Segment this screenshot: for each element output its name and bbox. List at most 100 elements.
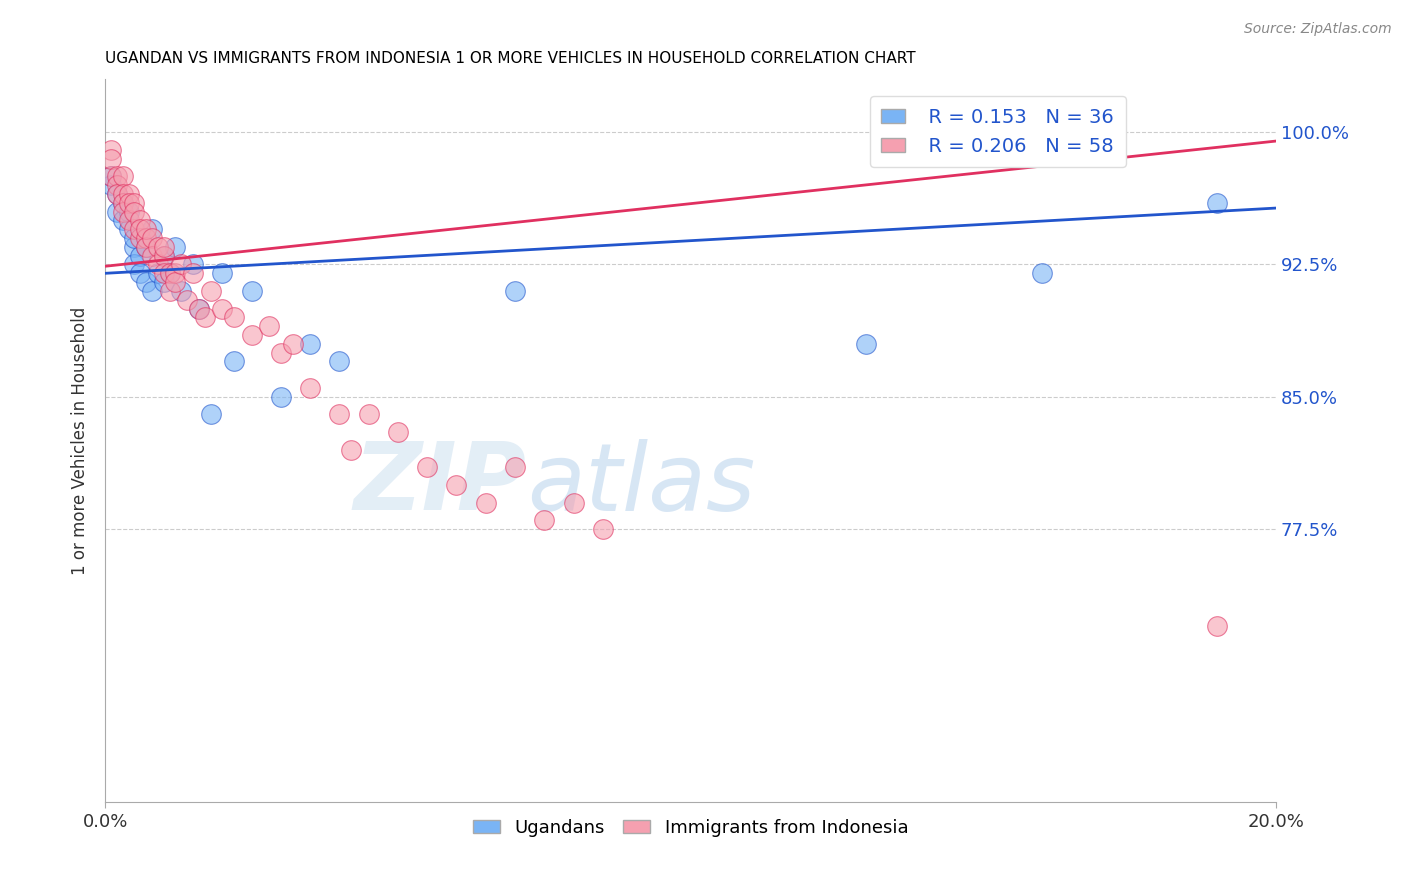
Point xyxy=(124,222,146,236)
Point xyxy=(159,284,181,298)
Point xyxy=(117,204,139,219)
Point xyxy=(146,240,169,254)
Point xyxy=(105,178,128,193)
Point xyxy=(1206,619,1229,633)
Point xyxy=(187,301,209,316)
Point xyxy=(111,195,134,210)
Point xyxy=(416,460,439,475)
Point xyxy=(111,169,134,184)
Point xyxy=(124,195,146,210)
Point xyxy=(446,478,468,492)
Point xyxy=(105,169,128,184)
Point xyxy=(105,204,128,219)
Point xyxy=(124,231,146,245)
Point xyxy=(117,186,139,201)
Point xyxy=(1206,195,1229,210)
Point xyxy=(181,258,204,272)
Point xyxy=(165,266,187,280)
Point xyxy=(240,284,263,298)
Point xyxy=(170,258,193,272)
Point xyxy=(240,328,263,343)
Point xyxy=(111,186,134,201)
Point xyxy=(474,495,496,509)
Point xyxy=(135,240,157,254)
Point xyxy=(165,275,187,289)
Point xyxy=(111,195,134,210)
Point xyxy=(105,186,128,201)
Point xyxy=(141,222,163,236)
Point xyxy=(152,240,174,254)
Point xyxy=(135,222,157,236)
Point xyxy=(129,249,152,263)
Point xyxy=(100,169,122,184)
Point xyxy=(503,284,526,298)
Point xyxy=(117,195,139,210)
Point xyxy=(270,390,292,404)
Point xyxy=(100,169,122,184)
Point xyxy=(129,213,152,227)
Point xyxy=(100,178,122,193)
Point xyxy=(187,301,209,316)
Point xyxy=(159,266,181,280)
Point xyxy=(135,231,157,245)
Point xyxy=(592,522,614,536)
Point xyxy=(176,293,198,307)
Point xyxy=(152,249,174,263)
Point xyxy=(111,204,134,219)
Point xyxy=(328,354,350,368)
Point xyxy=(141,249,163,263)
Point xyxy=(200,408,222,422)
Point xyxy=(257,319,280,334)
Point xyxy=(129,222,152,236)
Point xyxy=(387,425,409,439)
Point xyxy=(135,240,157,254)
Point xyxy=(328,408,350,422)
Point xyxy=(165,240,187,254)
Point xyxy=(111,213,134,227)
Point xyxy=(146,258,169,272)
Point xyxy=(159,266,181,280)
Point xyxy=(357,408,380,422)
Point xyxy=(100,152,122,166)
Text: Source: ZipAtlas.com: Source: ZipAtlas.com xyxy=(1244,22,1392,37)
Point xyxy=(533,513,555,527)
Point xyxy=(141,231,163,245)
Point xyxy=(211,301,233,316)
Point xyxy=(503,460,526,475)
Point xyxy=(281,336,304,351)
Point xyxy=(299,336,322,351)
Y-axis label: 1 or more Vehicles in Household: 1 or more Vehicles in Household xyxy=(72,307,89,575)
Point xyxy=(100,143,122,157)
Point xyxy=(222,310,245,325)
Point xyxy=(152,249,174,263)
Point xyxy=(141,284,163,298)
Point xyxy=(129,266,152,280)
Point xyxy=(152,266,174,280)
Point xyxy=(211,266,233,280)
Point xyxy=(124,204,146,219)
Point xyxy=(222,354,245,368)
Point xyxy=(194,310,217,325)
Point xyxy=(124,258,146,272)
Point xyxy=(152,275,174,289)
Point xyxy=(105,186,128,201)
Point xyxy=(117,213,139,227)
Point xyxy=(270,345,292,359)
Point xyxy=(181,266,204,280)
Text: atlas: atlas xyxy=(527,439,755,530)
Point xyxy=(200,284,222,298)
Point xyxy=(855,336,877,351)
Point xyxy=(117,222,139,236)
Point xyxy=(299,381,322,395)
Point xyxy=(146,266,169,280)
Legend: Ugandans, Immigrants from Indonesia: Ugandans, Immigrants from Indonesia xyxy=(465,812,915,844)
Point xyxy=(124,240,146,254)
Text: ZIP: ZIP xyxy=(354,438,527,530)
Point xyxy=(562,495,585,509)
Text: UGANDAN VS IMMIGRANTS FROM INDONESIA 1 OR MORE VEHICLES IN HOUSEHOLD CORRELATION: UGANDAN VS IMMIGRANTS FROM INDONESIA 1 O… xyxy=(105,51,915,66)
Point xyxy=(135,275,157,289)
Point xyxy=(340,442,363,457)
Point xyxy=(170,284,193,298)
Point xyxy=(1031,266,1053,280)
Point xyxy=(129,231,152,245)
